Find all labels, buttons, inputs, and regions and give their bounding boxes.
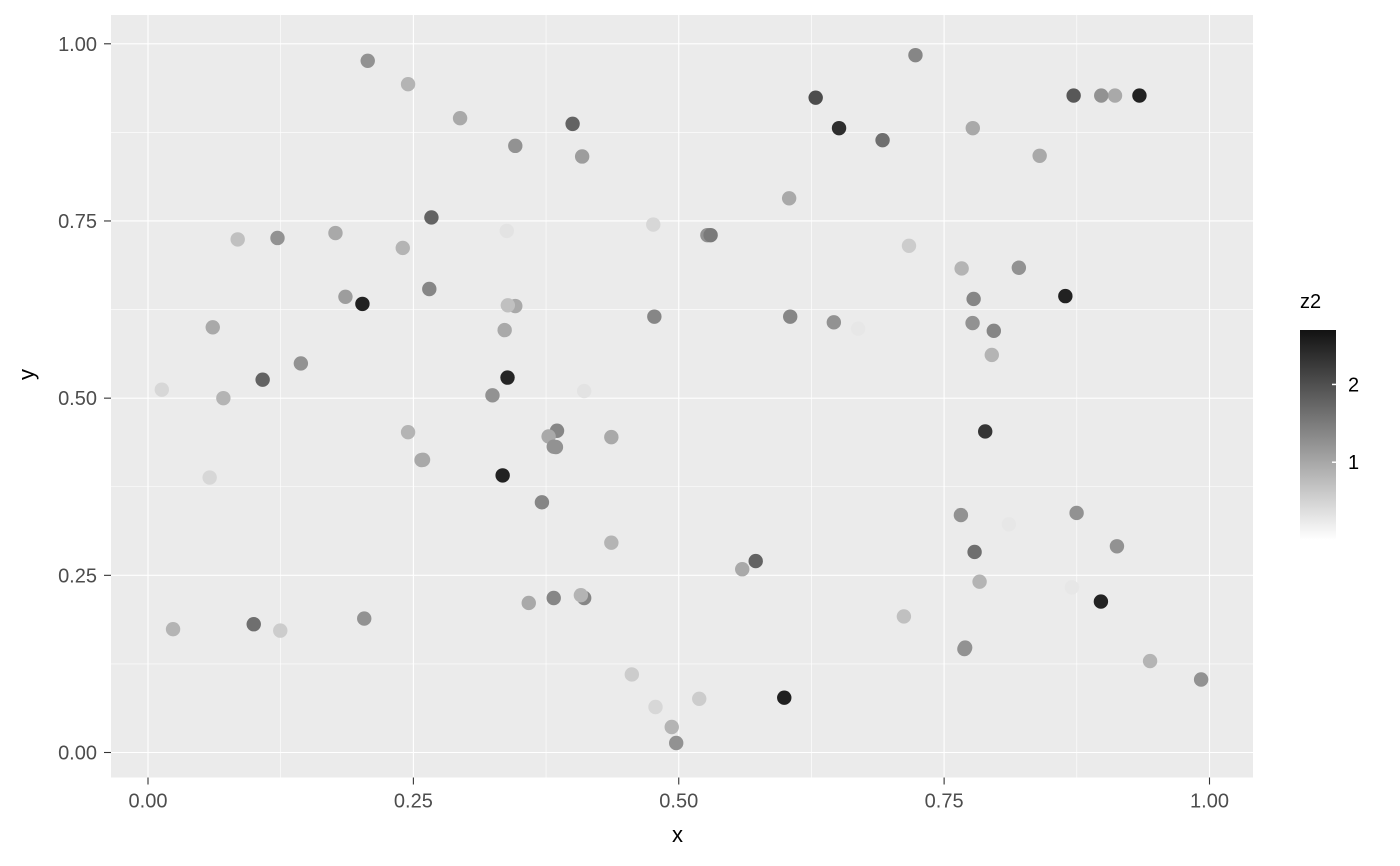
svg-text:0.25: 0.25 xyxy=(394,791,433,813)
svg-text:0.50: 0.50 xyxy=(58,388,97,410)
svg-text:1.00: 1.00 xyxy=(58,34,97,56)
svg-text:0.00: 0.00 xyxy=(58,743,97,765)
svg-text:0.75: 0.75 xyxy=(925,791,964,813)
svg-text:0.00: 0.00 xyxy=(129,791,168,813)
svg-text:0.75: 0.75 xyxy=(58,211,97,233)
svg-text:z2: z2 xyxy=(1300,291,1321,313)
svg-text:2: 2 xyxy=(1348,374,1359,396)
svg-text:1.00: 1.00 xyxy=(1190,791,1229,813)
svg-text:0.25: 0.25 xyxy=(58,565,97,587)
svg-text:1: 1 xyxy=(1348,452,1359,474)
svg-text:0.50: 0.50 xyxy=(659,791,698,813)
